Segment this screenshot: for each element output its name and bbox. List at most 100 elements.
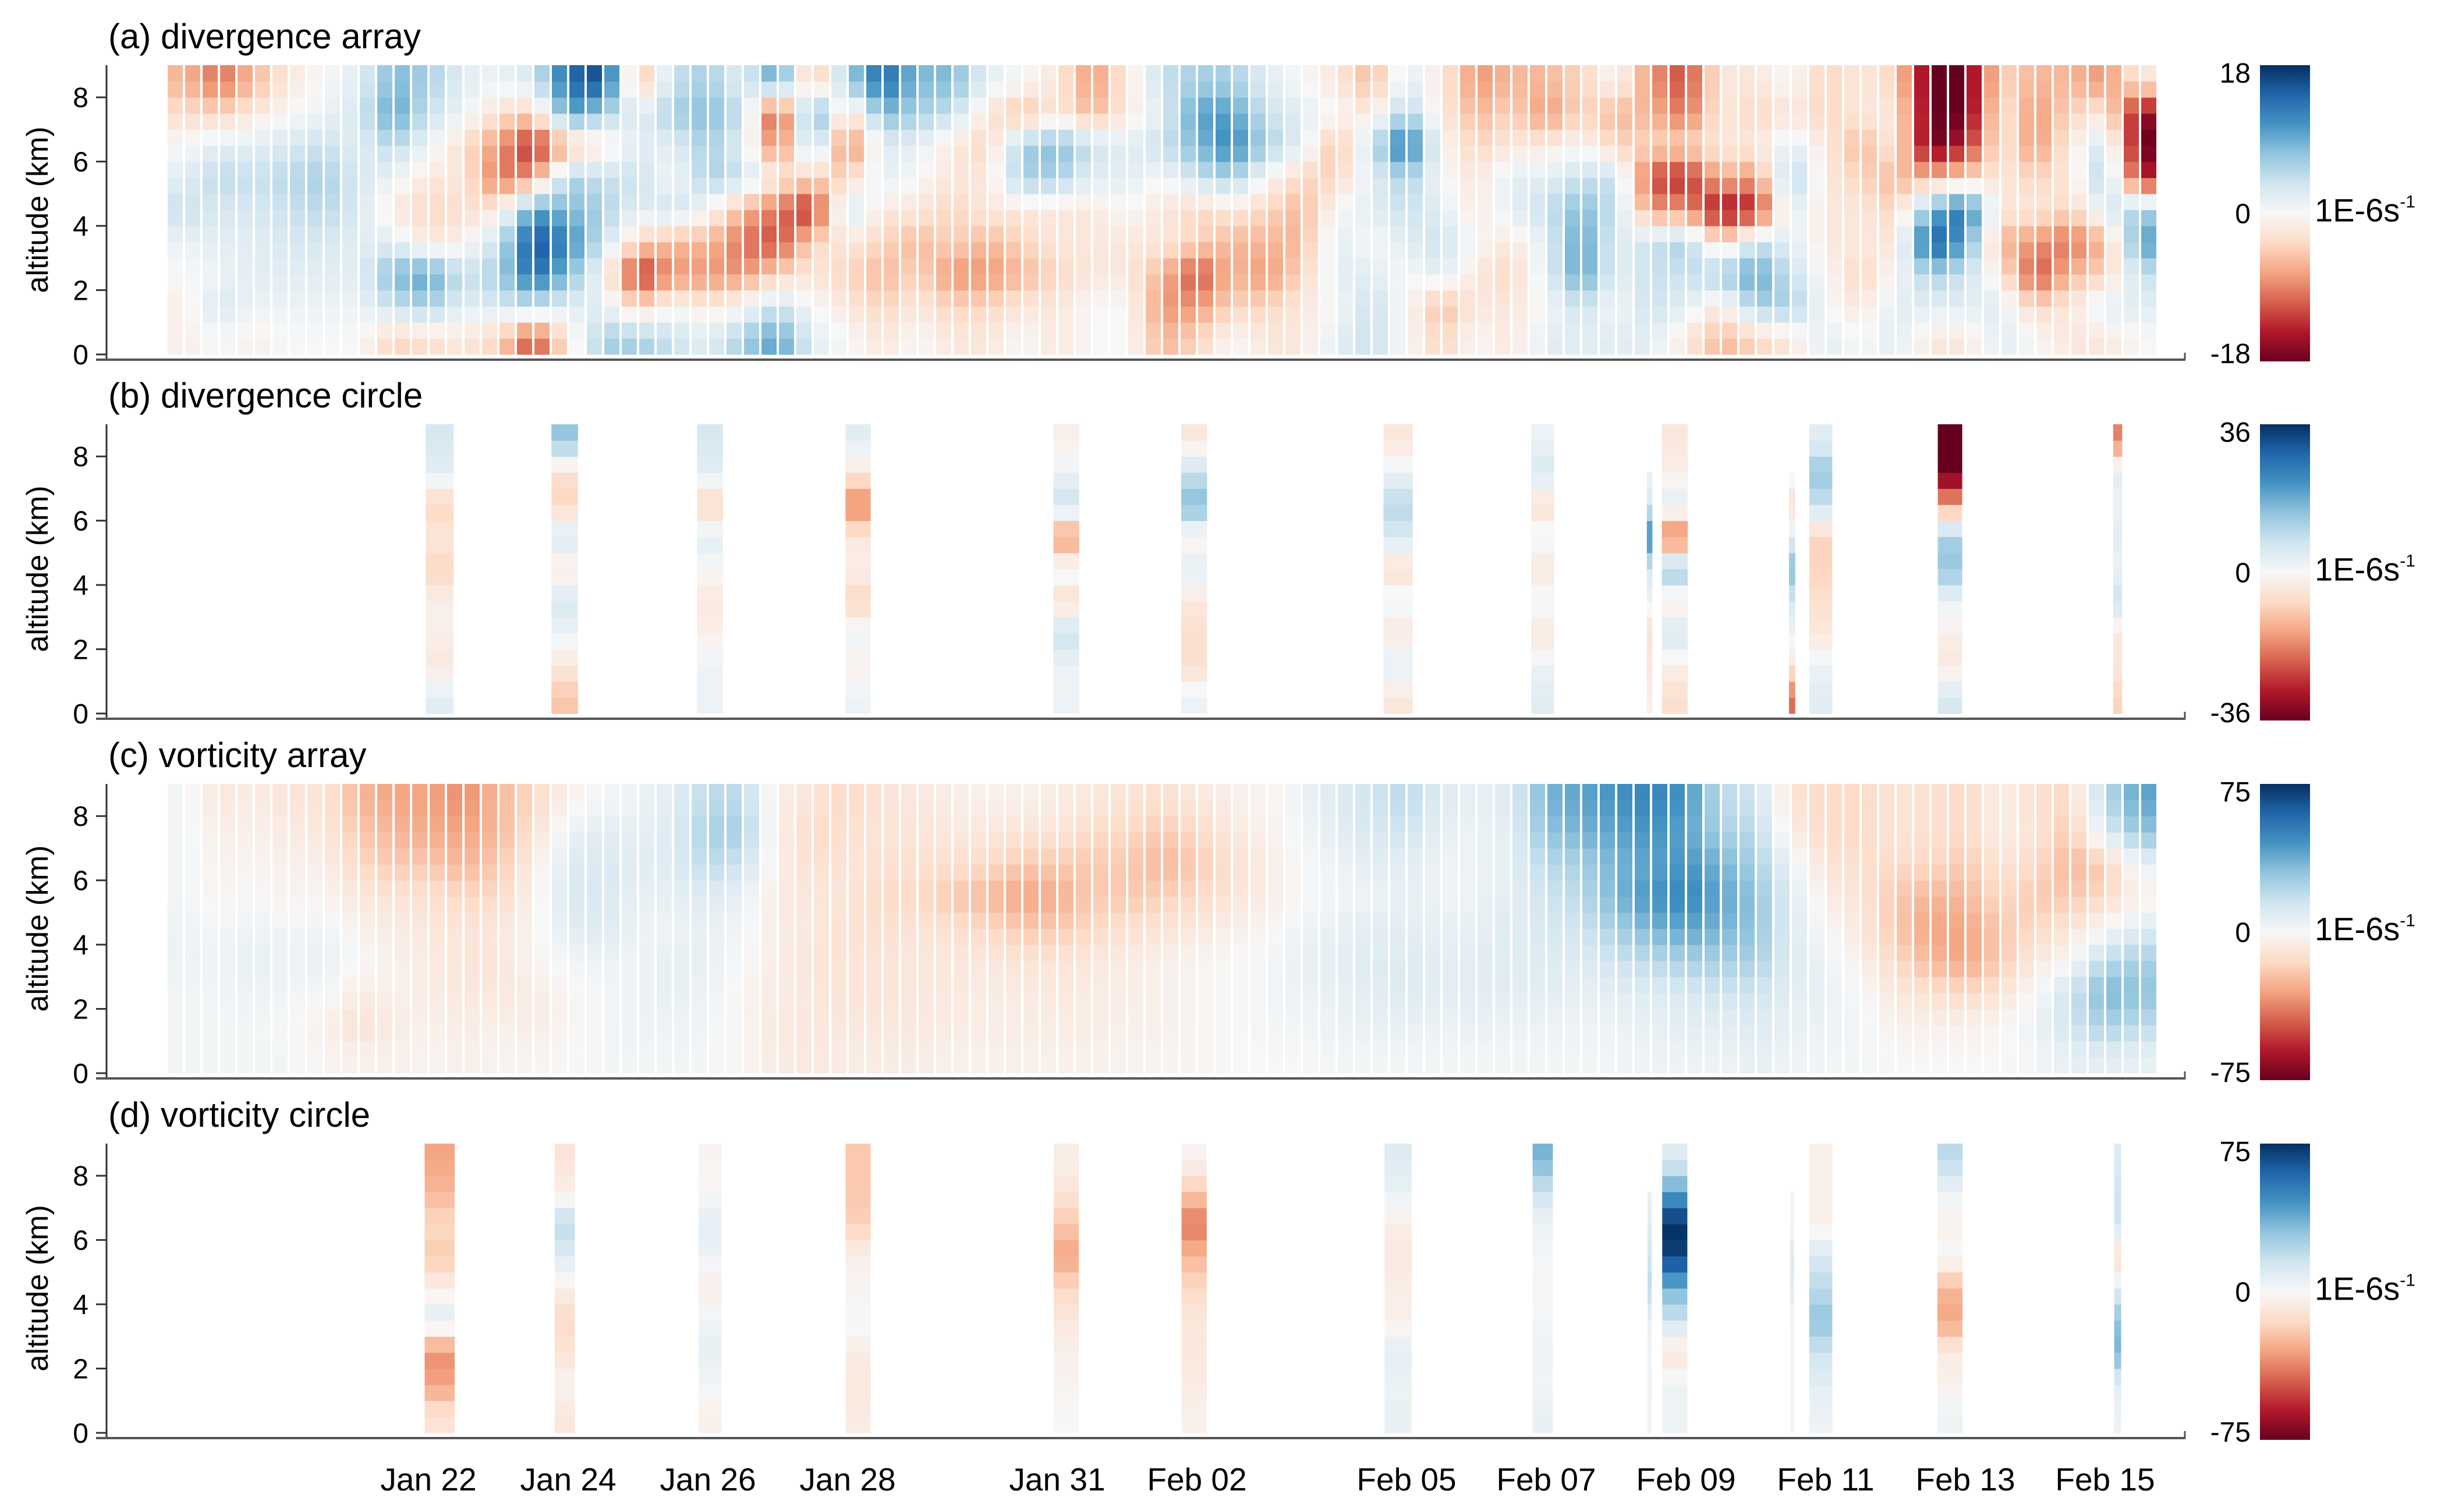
heatmap-cell bbox=[185, 226, 200, 242]
heatmap-cell bbox=[1023, 896, 1039, 913]
heatmap-cell bbox=[552, 816, 567, 832]
heatmap-cell bbox=[1320, 113, 1335, 130]
heatmap-cell bbox=[1216, 258, 1231, 274]
heatmap-cell bbox=[1635, 97, 1650, 113]
heatmap-cell bbox=[342, 881, 357, 897]
heatmap-cell bbox=[1111, 258, 1126, 274]
heatmap-cell bbox=[1408, 1041, 1423, 1057]
heatmap-cell bbox=[325, 816, 340, 832]
heatmap-cell bbox=[1058, 913, 1074, 929]
heatmap-cell bbox=[1181, 456, 1207, 473]
heatmap-cell bbox=[1547, 929, 1563, 945]
heatmap-cell bbox=[1443, 945, 1458, 961]
heatmap-cell bbox=[272, 832, 288, 849]
heatmap-cell bbox=[1146, 290, 1161, 307]
heatmap-cell bbox=[360, 194, 375, 210]
heatmap-cell bbox=[2001, 129, 2017, 145]
heatmap-cell bbox=[1757, 145, 1772, 162]
heatmap-cell bbox=[1198, 97, 1213, 113]
heatmap-column bbox=[936, 65, 969, 355]
heatmap-cell bbox=[814, 961, 829, 977]
heatmap-cell bbox=[622, 993, 637, 1009]
heatmap-cell bbox=[692, 881, 707, 897]
heatmap-cell bbox=[639, 306, 654, 322]
heatmap-cell bbox=[919, 1009, 934, 1025]
heatmap-cell bbox=[1198, 784, 1213, 800]
heatmap-cell bbox=[1647, 601, 1653, 617]
colorbar-gradient bbox=[2260, 65, 2310, 361]
heatmap-cell bbox=[1687, 145, 1702, 162]
heatmap-cell bbox=[1425, 194, 1440, 210]
heatmap-cell bbox=[1250, 194, 1266, 210]
heatmap-cell bbox=[1792, 816, 1807, 832]
x-tick-label: Jan 26 bbox=[660, 1461, 756, 1497]
heatmap-cell bbox=[1705, 1025, 1720, 1041]
heatmap-cell bbox=[989, 784, 1004, 800]
heatmap-cell bbox=[1565, 800, 1580, 817]
heatmap-cell bbox=[1582, 65, 1597, 81]
heatmap-cell bbox=[674, 145, 689, 162]
heatmap-cell bbox=[447, 961, 462, 977]
heatmap-cell bbox=[534, 993, 550, 1009]
heatmap-cell bbox=[424, 1321, 455, 1337]
heatmap-cell bbox=[1789, 585, 1795, 601]
heatmap-cell bbox=[884, 65, 899, 81]
heatmap-cell bbox=[1774, 896, 1790, 913]
heatmap-cell bbox=[1862, 306, 1877, 322]
heatmap-cell bbox=[744, 162, 759, 178]
heatmap-cell bbox=[1790, 1321, 1794, 1337]
heatmap-cell bbox=[168, 945, 183, 961]
heatmap-cell bbox=[1533, 1208, 1553, 1224]
heatmap-cell bbox=[744, 65, 759, 81]
heatmap-cell bbox=[1844, 290, 1859, 307]
heatmap-cell bbox=[866, 81, 881, 98]
heatmap-cell bbox=[744, 913, 759, 929]
heatmap-cell bbox=[1006, 1041, 1021, 1057]
heatmap-cell bbox=[814, 226, 829, 242]
heatmap-cell bbox=[1530, 65, 1545, 81]
heatmap-cell bbox=[1495, 210, 1510, 226]
heatmap-column bbox=[699, 1144, 722, 1433]
heatmap-cell bbox=[1512, 226, 1528, 242]
heatmap-cell bbox=[1938, 505, 1962, 521]
heatmap-cell bbox=[1862, 210, 1877, 226]
heatmap-cell bbox=[465, 832, 480, 849]
heatmap-cell bbox=[849, 881, 864, 897]
heatmap-cell bbox=[1530, 913, 1545, 929]
heatmap-cell bbox=[1652, 864, 1667, 881]
heatmap-cell bbox=[1233, 226, 1248, 242]
heatmap-cell bbox=[220, 1041, 235, 1057]
heatmap-cell bbox=[1054, 1192, 1079, 1208]
heatmap-cell bbox=[1809, 113, 1825, 130]
heatmap-cell bbox=[639, 800, 654, 817]
heatmap-cell bbox=[1268, 945, 1283, 961]
heatmap-cell bbox=[1146, 162, 1161, 178]
y-tick-label: 8 bbox=[73, 83, 88, 113]
heatmap-cell bbox=[1809, 697, 1833, 714]
heatmap-cell bbox=[1879, 306, 1894, 322]
heatmap-cell bbox=[185, 338, 200, 354]
heatmap-cell bbox=[884, 1025, 899, 1041]
heatmap-cell bbox=[849, 961, 864, 977]
heatmap-cell bbox=[1128, 145, 1143, 162]
heatmap-cell bbox=[1181, 816, 1196, 832]
heatmap-cell bbox=[430, 322, 445, 339]
heatmap-cell bbox=[1146, 832, 1161, 849]
y-tick-label: 4 bbox=[73, 930, 88, 961]
heatmap-cell bbox=[1757, 1025, 1772, 1041]
heatmap-column bbox=[1146, 65, 1178, 355]
heatmap-cell bbox=[1547, 290, 1563, 307]
heatmap-cell bbox=[1757, 162, 1772, 178]
heatmap-cell bbox=[1268, 178, 1283, 194]
heatmap-cell bbox=[517, 1041, 532, 1057]
heatmap-cell bbox=[849, 162, 864, 178]
colorbar: 750-751E-6s-1 bbox=[2210, 1137, 2415, 1448]
heatmap-cell bbox=[255, 338, 270, 354]
heatmap-cell bbox=[936, 113, 951, 130]
heatmap-cell bbox=[849, 113, 864, 130]
heatmap-cell bbox=[989, 129, 1004, 145]
heatmap-cell bbox=[971, 832, 986, 849]
heatmap-cell bbox=[1390, 306, 1405, 322]
heatmap-cell bbox=[1338, 81, 1353, 98]
heatmap-cell bbox=[1390, 993, 1405, 1009]
